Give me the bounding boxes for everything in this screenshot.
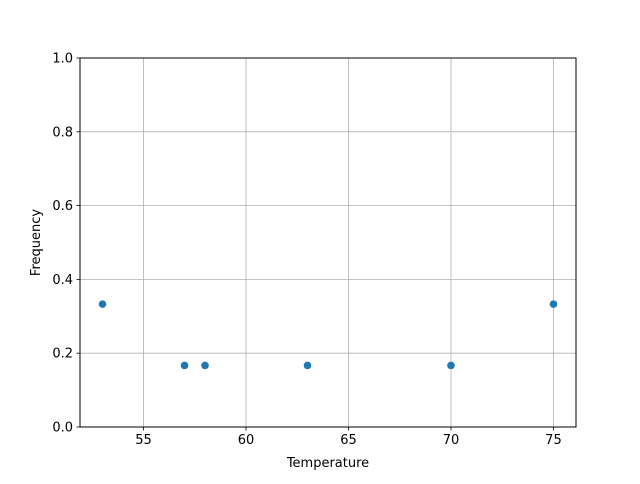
y-tick-label: 0.6 (52, 199, 73, 214)
grid (80, 57, 576, 428)
y-tick-label: 0.4 (52, 273, 73, 288)
x-tick-label: 70 (443, 433, 460, 448)
data-point (180, 361, 189, 370)
y-tick-label: 0.2 (52, 347, 73, 362)
y-tick-label: 0.8 (52, 125, 73, 140)
data-point (98, 300, 107, 308)
data-point (303, 361, 312, 370)
x-axis-label: Temperature (286, 456, 369, 471)
y-axis-label: Frequency (29, 209, 44, 276)
x-tick-label: 75 (545, 433, 562, 448)
y-axis-ticks: 0.0 0.2 0.4 0.6 0.8 1.0 (52, 52, 80, 436)
x-tick-label: 65 (340, 433, 357, 448)
data-point (549, 300, 558, 308)
data-point (201, 361, 209, 370)
axes-frame (79, 57, 577, 428)
data-point (447, 361, 455, 370)
x-axis-ticks: 55 60 65 70 75 (135, 427, 562, 448)
x-tick-label: 55 (135, 433, 152, 448)
x-tick-label: 60 (238, 433, 255, 448)
y-tick-label: 1.0 (52, 52, 73, 67)
y-tick-label: 0.0 (52, 421, 73, 436)
data-points (98, 300, 558, 370)
